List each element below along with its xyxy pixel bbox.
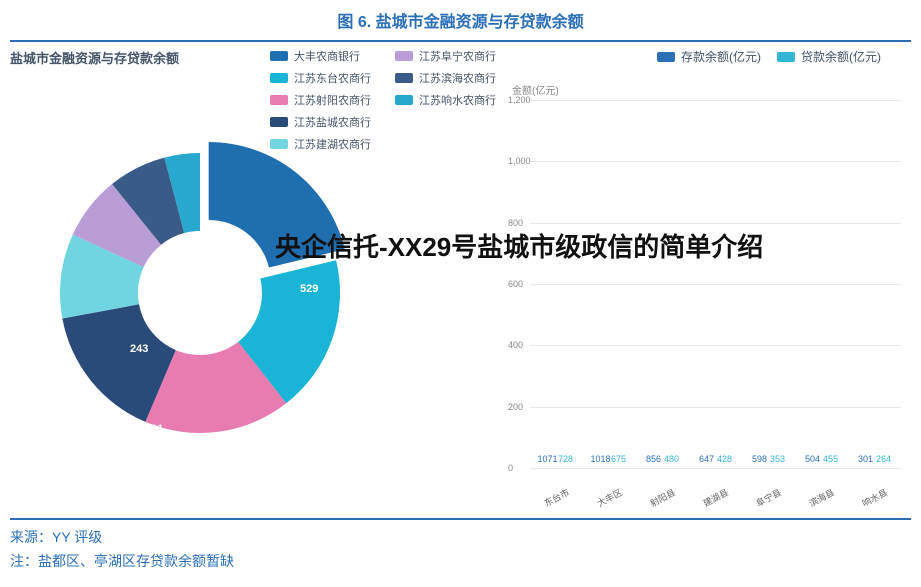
y-tick: 1,000: [508, 156, 531, 166]
legend-swatch: [270, 117, 288, 127]
bar-value-label: 480: [664, 454, 679, 464]
x-axis-label: 大丰区: [583, 479, 636, 515]
legend-label: 江苏东台农商行: [294, 70, 371, 86]
pie-slice-label: 422: [235, 478, 253, 490]
grid-line: [530, 223, 901, 224]
bar-value-label: 856: [646, 454, 661, 464]
legend-swatch: [270, 73, 288, 83]
x-axis-labels: 东台市大丰区射阳县建湖县阜宁县滨海县响水县: [530, 491, 901, 504]
y-tick: 600: [508, 279, 523, 289]
donut-chart: 529453422391243183167102: [40, 133, 360, 458]
legend-swatch: [395, 51, 413, 61]
pie-legend-item: 大丰农商银行: [270, 48, 371, 64]
chart-area: 盐城市金融资源与存贷款余额 大丰农商银行江苏东台农商行江苏射阳农商行江苏盐城农商…: [0, 42, 921, 518]
left-panel: 盐城市金融资源与存贷款余额 大丰农商银行江苏东台农商行江苏射阳农商行江苏盐城农商…: [10, 48, 510, 518]
pie-slice-label: 102: [210, 283, 228, 295]
legend-label: 存款余额(亿元): [681, 48, 761, 65]
bar-value-label: 264: [876, 454, 891, 464]
grid-line: [530, 407, 901, 408]
bar-value-label: 675: [611, 454, 626, 464]
y-tick: 1,200: [508, 95, 531, 105]
bar-chart: 金额(亿元) 107172810186758564806474285983535…: [510, 68, 901, 508]
pie-legend-item: 江苏响水农商行: [395, 92, 496, 108]
grid-line: [530, 100, 901, 101]
bar-value-label: 728: [558, 454, 573, 464]
pie-slice-label: 391: [145, 423, 163, 435]
grid-line: [530, 284, 901, 285]
bar-value-label: 428: [717, 454, 732, 464]
pie-legend-item: 江苏盐城农商行: [270, 114, 371, 130]
legend-swatch: [270, 51, 288, 61]
x-axis-label: 东台市: [530, 479, 583, 515]
legend-label: 江苏阜宁农商行: [419, 48, 496, 64]
left-subtitle: 盐城市金融资源与存贷款余额: [10, 48, 179, 67]
pie-slice-label: 529: [300, 283, 318, 295]
grid-line: [530, 345, 901, 346]
pie-slice-label: 183: [153, 308, 171, 320]
pie-legend-item: 江苏阜宁农商行: [395, 48, 496, 64]
bar-legend-item: 存款余额(亿元): [657, 48, 761, 65]
y-tick: 400: [508, 340, 523, 350]
legend-swatch: [270, 95, 288, 105]
legend-label: 江苏滨海农商行: [419, 70, 496, 86]
legend-swatch: [395, 73, 413, 83]
x-axis-label: 响水县: [848, 479, 901, 515]
bar-value-label: 1018: [590, 454, 610, 464]
x-axis-label: 滨海县: [795, 479, 848, 515]
x-axis-label: 阜宁县: [742, 479, 795, 515]
legend-label: 江苏射阳农商行: [294, 92, 371, 108]
right-panel: 存款余额(亿元)贷款余额(亿元) 金额(亿元) 1071728101867585…: [510, 48, 911, 518]
pie-legend-item: 江苏滨海农商行: [395, 70, 496, 86]
bar-legend-item: 贷款余额(亿元): [777, 48, 881, 65]
pie-slice-label: 453: [315, 408, 333, 420]
pie-legend-item: 江苏射阳农商行: [270, 92, 371, 108]
bar-legend: 存款余额(亿元) 贷款余额(亿元): [657, 48, 881, 65]
pie-legend-item: 江苏东台农商行: [270, 70, 371, 86]
legend-swatch: [395, 95, 413, 105]
legend-swatch: [777, 52, 795, 62]
legend-swatch: [657, 52, 675, 62]
y-tick: 200: [508, 402, 523, 412]
legend-label: 江苏响水农商行: [419, 92, 496, 108]
bar-value-label: 647: [699, 454, 714, 464]
figure-title: 图 6. 盐城市金融资源与存贷款余额: [0, 0, 921, 40]
bar-value-label: 598: [752, 454, 767, 464]
x-axis-label: 射阳县: [636, 479, 689, 515]
pie-slice-label: 167: [178, 288, 196, 300]
bar-value-label: 353: [770, 454, 785, 464]
footer: 来源：YY 评级 注：盐都区、亭湖区存贷款余额暂缺: [0, 520, 921, 580]
legend-label: 大丰农商银行: [294, 48, 360, 64]
bar-value-label: 1071: [537, 454, 557, 464]
bar-plot: 1071728 1018675 856480 647428 598353 504455 30…: [530, 100, 901, 468]
footer-source: 来源：YY 评级: [10, 526, 911, 550]
y-tick: 0: [508, 463, 513, 473]
bar-value-label: 301: [858, 454, 873, 464]
overlay-watermark: 央企信托-XX29号盐城市级政信的简单介绍: [275, 227, 763, 267]
bar-value-label: 504: [805, 454, 820, 464]
pie-slice-label: 243: [130, 343, 148, 355]
legend-label: 贷款余额(亿元): [801, 48, 881, 65]
bar-value-label: 455: [823, 454, 838, 464]
x-axis-label: 建湖县: [689, 479, 742, 515]
grid-line: [530, 468, 901, 469]
grid-line: [530, 161, 901, 162]
footer-note: 注：盐都区、亭湖区存贷款余额暂缺: [10, 550, 911, 574]
legend-label: 江苏盐城农商行: [294, 114, 371, 130]
